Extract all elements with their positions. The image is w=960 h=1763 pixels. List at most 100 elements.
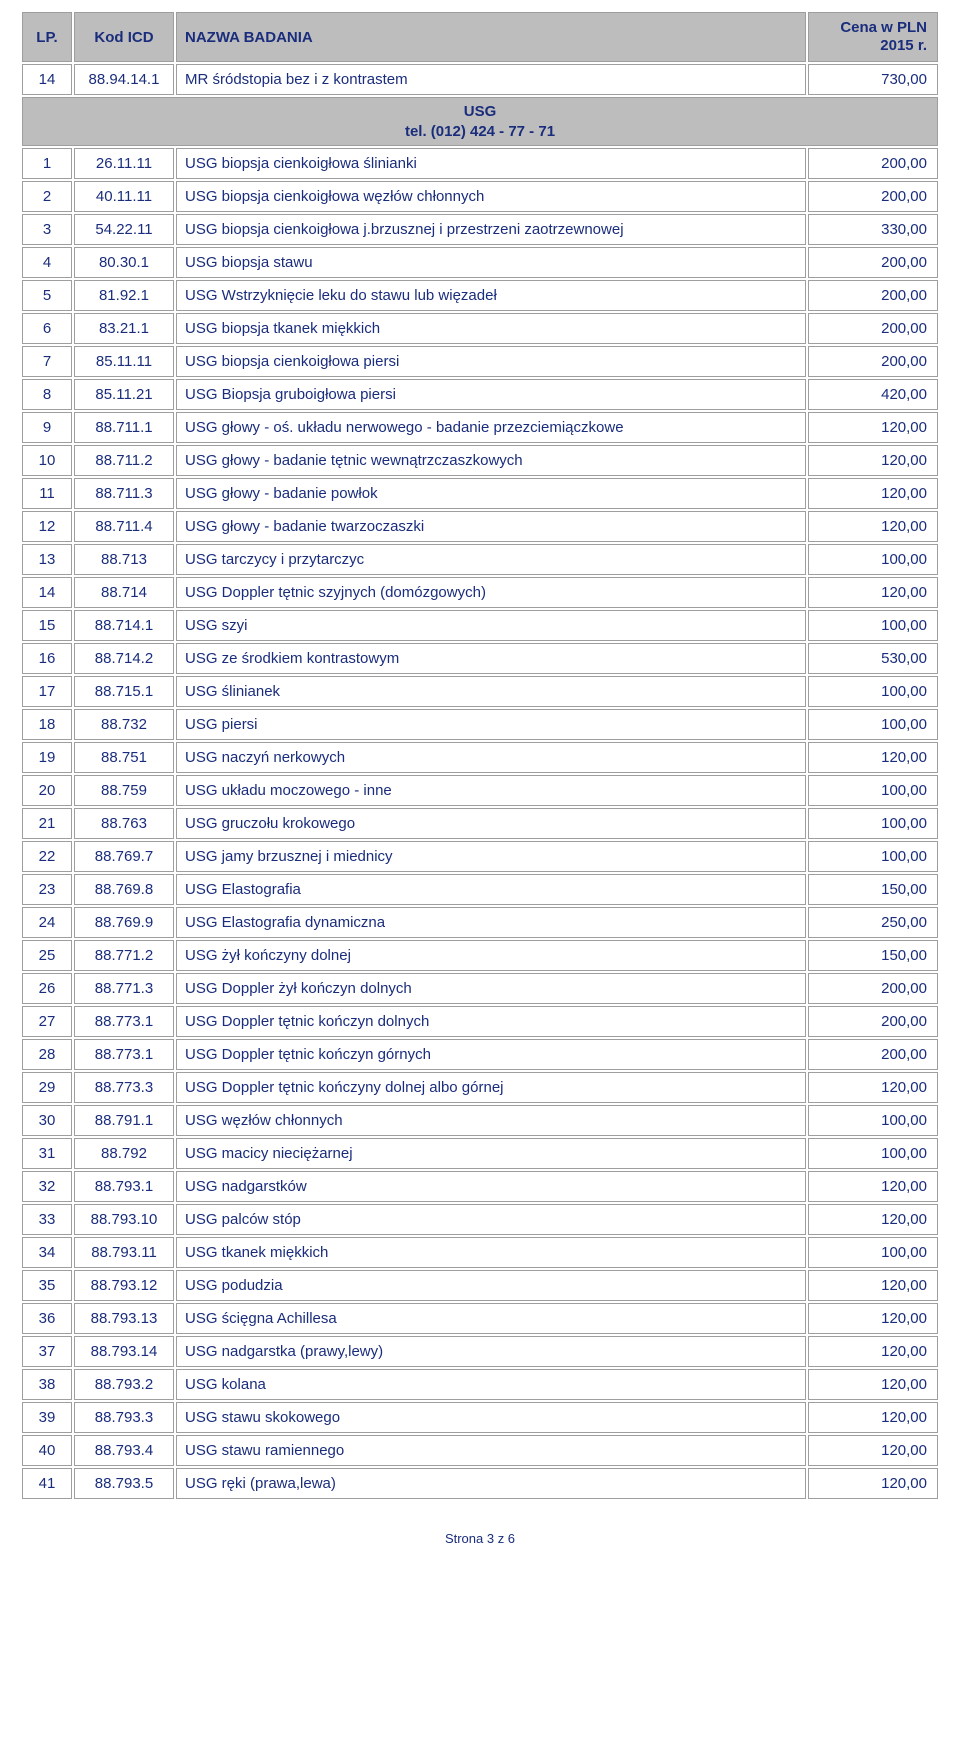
table-row: 3988.793.3USG stawu skokowego120,00	[22, 1402, 938, 1433]
table-header-row: LP. Kod ICD NAZWA BADANIA Cena w PLN 201…	[22, 12, 938, 62]
cell-name: USG głowy - badanie tętnic wewnątrzczasz…	[176, 445, 806, 476]
cell-name: USG głowy - badanie twarzoczaszki	[176, 511, 806, 542]
cell-code: 88.715.1	[74, 676, 174, 707]
cell-name: USG ślinianek	[176, 676, 806, 707]
table-row: 126.11.11USG biopsja cienkoigłowa ślinia…	[22, 148, 938, 179]
cell-code: 88.792	[74, 1138, 174, 1169]
cell-name: USG układu moczowego - inne	[176, 775, 806, 806]
price-table: LP. Kod ICD NAZWA BADANIA Cena w PLN 201…	[20, 10, 940, 1501]
cell-name: USG Biopsja gruboigłowa piersi	[176, 379, 806, 410]
cell-lp: 5	[22, 280, 72, 311]
cell-name: USG biopsja cienkoigłowa ślinianki	[176, 148, 806, 179]
cell-code: 88.793.1	[74, 1171, 174, 1202]
cell-name: USG macicy nieciężarnej	[176, 1138, 806, 1169]
cell-lp: 8	[22, 379, 72, 410]
cell-name: USG nadgarstków	[176, 1171, 806, 1202]
cell-lp: 17	[22, 676, 72, 707]
table-row: 1288.711.4USG głowy - badanie twarzoczas…	[22, 511, 938, 542]
cell-price: 120,00	[808, 1435, 938, 1466]
cell-lp: 38	[22, 1369, 72, 1400]
cell-lp: 25	[22, 940, 72, 971]
cell-lp: 10	[22, 445, 72, 476]
cell-lp: 12	[22, 511, 72, 542]
cell-price: 200,00	[808, 346, 938, 377]
cell-name: USG głowy - oś. układu nerwowego - badan…	[176, 412, 806, 443]
table-row: 1588.714.1USG szyi100,00	[22, 610, 938, 641]
cell-price: 100,00	[808, 1105, 938, 1136]
cell-lp: 4	[22, 247, 72, 278]
cell-name: USG Doppler żył kończyn dolnych	[176, 973, 806, 1004]
cell-price: 150,00	[808, 940, 938, 971]
cell-price: 100,00	[808, 808, 938, 839]
cell-code: 88.711.2	[74, 445, 174, 476]
cell-price: 100,00	[808, 610, 938, 641]
cell-name: USG Elastografia	[176, 874, 806, 905]
cell-lp: 2	[22, 181, 72, 212]
cell-price: 420,00	[808, 379, 938, 410]
cell-name: USG naczyń nerkowych	[176, 742, 806, 773]
table-row: 3088.791.1USG węzłów chłonnych100,00	[22, 1105, 938, 1136]
cell-code: 88.793.5	[74, 1468, 174, 1499]
cell-price: 120,00	[808, 1171, 938, 1202]
table-row: 988.711.1USG głowy - oś. układu nerwoweg…	[22, 412, 938, 443]
cell-lp: 14	[22, 64, 72, 95]
table-row: 3788.793.14USG nadgarstka (prawy,lewy)12…	[22, 1336, 938, 1367]
cell-name: USG Doppler tętnic kończyn dolnych	[176, 1006, 806, 1037]
cell-code: 88.793.11	[74, 1237, 174, 1268]
cell-price: 120,00	[808, 1369, 938, 1400]
cell-price: 120,00	[808, 1204, 938, 1235]
cell-price: 200,00	[808, 1006, 938, 1037]
cell-name: USG nadgarstka (prawy,lewy)	[176, 1336, 806, 1367]
cell-code: 85.11.11	[74, 346, 174, 377]
cell-code: 88.769.7	[74, 841, 174, 872]
cell-code: 88.769.8	[74, 874, 174, 905]
cell-name: USG piersi	[176, 709, 806, 740]
table-row: 1888.732USG piersi100,00	[22, 709, 938, 740]
cell-code: 88.773.1	[74, 1006, 174, 1037]
cell-code: 88.773.3	[74, 1072, 174, 1103]
cell-code: 88.711.4	[74, 511, 174, 542]
cell-code: 88.793.13	[74, 1303, 174, 1334]
cell-lp: 37	[22, 1336, 72, 1367]
header-code: Kod ICD	[74, 12, 174, 62]
table-row: 2388.769.8USG Elastografia150,00	[22, 874, 938, 905]
section-header-cell: USGtel. (012) 424 - 77 - 71	[22, 97, 938, 146]
section-subtitle: tel. (012) 424 - 77 - 71	[29, 122, 931, 142]
cell-code: 85.11.21	[74, 379, 174, 410]
header-price: Cena w PLN 2015 r.	[808, 12, 938, 62]
table-row: 3488.793.11USG tkanek miękkich100,00	[22, 1237, 938, 1268]
cell-lp: 41	[22, 1468, 72, 1499]
cell-price: 330,00	[808, 214, 938, 245]
cell-name: USG palców stóp	[176, 1204, 806, 1235]
cell-price: 530,00	[808, 643, 938, 674]
cell-name: USG węzłów chłonnych	[176, 1105, 806, 1136]
table-row: 240.11.11USG biopsja cienkoigłowa węzłów…	[22, 181, 938, 212]
cell-lp: 28	[22, 1039, 72, 1070]
cell-name: USG stawu skokowego	[176, 1402, 806, 1433]
header-name: NAZWA BADANIA	[176, 12, 806, 62]
cell-name: USG stawu ramiennego	[176, 1435, 806, 1466]
cell-code: 88.94.14.1	[74, 64, 174, 95]
cell-lp: 7	[22, 346, 72, 377]
cell-price: 200,00	[808, 973, 938, 1004]
cell-lp: 6	[22, 313, 72, 344]
cell-price: 200,00	[808, 280, 938, 311]
cell-lp: 19	[22, 742, 72, 773]
cell-code: 88.793.3	[74, 1402, 174, 1433]
cell-code: 88.793.10	[74, 1204, 174, 1235]
cell-code: 88.791.1	[74, 1105, 174, 1136]
table-row: 4088.793.4USG stawu ramiennego120,00	[22, 1435, 938, 1466]
cell-code: 88.769.9	[74, 907, 174, 938]
table-row: 1788.715.1USG ślinianek100,00	[22, 676, 938, 707]
cell-price: 100,00	[808, 1237, 938, 1268]
cell-name: USG ze środkiem kontrastowym	[176, 643, 806, 674]
cell-lp: 21	[22, 808, 72, 839]
cell-lp: 22	[22, 841, 72, 872]
cell-code: 54.22.11	[74, 214, 174, 245]
cell-code: 88.771.3	[74, 973, 174, 1004]
cell-lp: 29	[22, 1072, 72, 1103]
cell-lp: 35	[22, 1270, 72, 1301]
cell-name: USG ręki (prawa,lewa)	[176, 1468, 806, 1499]
table-row: 1388.713USG tarczycy i przytarczyc100,00	[22, 544, 938, 575]
cell-lp: 39	[22, 1402, 72, 1433]
